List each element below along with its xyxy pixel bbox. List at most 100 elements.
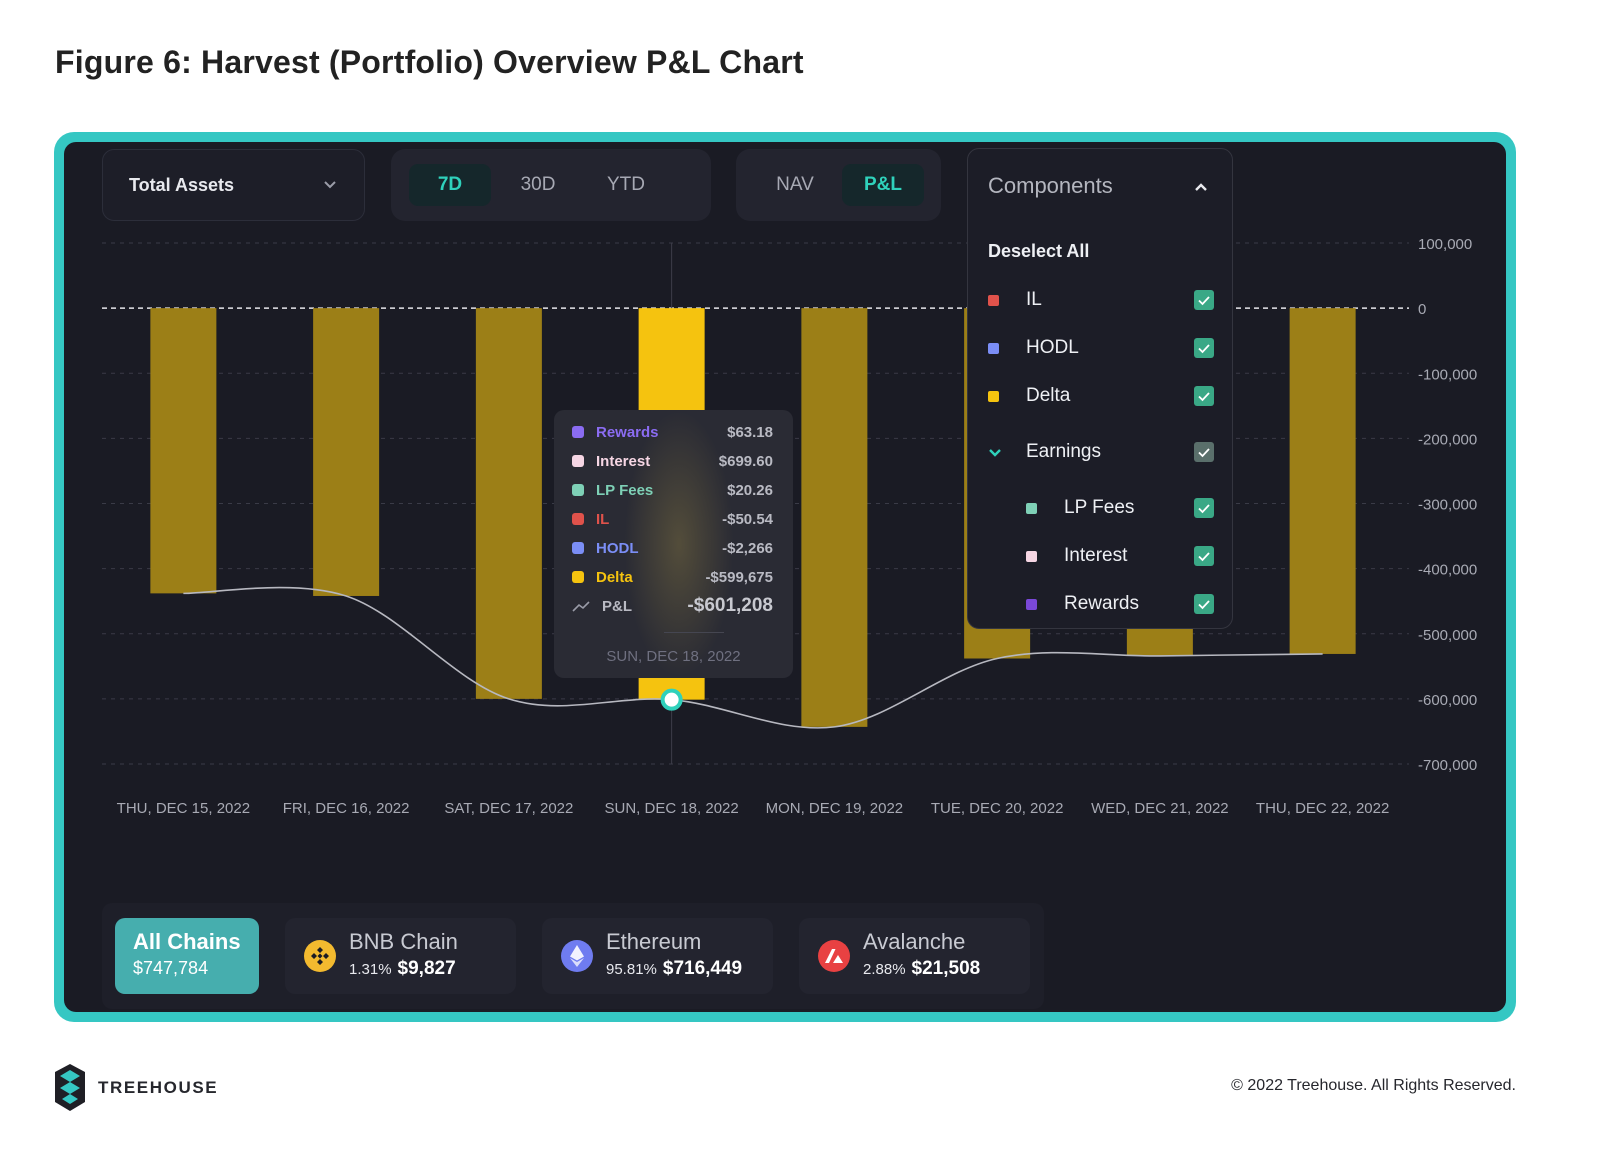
component-item-earnings: Earnings [988,437,1214,467]
treehouse-logo: TREEHOUSE [54,1063,218,1113]
tooltip-row-label: IL [596,510,610,528]
chain-bnb[interactable]: BNB Chain 1.31% $9,827 [285,918,516,994]
component-item-delta: Delta [988,381,1214,411]
range-option-30d[interactable]: 30D [520,174,556,195]
y-tick-label: -100,000 [1418,366,1477,383]
tooltip-row-value: -$2,266 [722,539,773,557]
copyright: © 2022 Treehouse. All Rights Reserved. [1231,1077,1516,1094]
lp-fees-checkbox[interactable] [1194,498,1214,518]
chain-percent: 2.88% [863,961,906,978]
y-tick-label: -700,000 [1418,757,1477,774]
tooltip-row-il: IL -$50.54 [572,507,773,531]
x-tick-label: THU, DEC 22, 2022 [1256,800,1389,817]
y-tick-label: 0 [1418,301,1426,318]
chain-value: $21,508 [911,958,981,979]
mode-selector: NAV P&L [736,149,941,221]
component-label: HODL [1026,337,1079,358]
chain-value: $747,784 [133,958,209,978]
rewards-swatch [572,426,584,438]
delta-swatch [572,571,584,583]
component-item-interest: Interest [1026,541,1214,571]
avalanche-icon [818,940,850,972]
component-label: Interest [1064,545,1128,566]
chevron-down-icon [322,177,338,193]
rewards-checkbox[interactable] [1194,594,1214,614]
chain-ethereum[interactable]: Ethereum 95.81% $716,449 [542,918,773,994]
range-option-ytd[interactable]: YTD [607,174,645,195]
tooltip-row-hodl: HODL -$2,266 [572,536,773,560]
tooltip-date: SUN, DEC 18, 2022 [606,648,741,665]
chain-all-chains[interactable]: All Chains $747,784 [115,918,259,994]
bnb-icon [304,940,336,972]
bar-3 [475,308,542,699]
tooltip-row-label: HODL [596,539,639,557]
hodl-swatch [572,542,584,554]
range-option-7d[interactable]: 7D [409,164,491,206]
earnings-checkbox[interactable] [1194,442,1214,462]
interest-checkbox[interactable] [1194,546,1214,566]
y-tick-label: -400,000 [1418,562,1477,579]
chain-name: All Chains [133,929,241,954]
highlight-point [660,688,683,711]
tooltip-row-label: Rewards [596,423,659,441]
y-tick-label: -200,000 [1418,431,1477,448]
component-label: LP Fees [1064,497,1135,518]
pnl-line [183,586,1323,729]
x-tick-label: TUE, DEC 20, 2022 [931,800,1064,817]
x-tick-label: SAT, DEC 17, 2022 [444,800,573,817]
bar-2 [313,308,380,596]
tooltip-row-interest: Interest $699.60 [572,449,773,473]
component-item-lp-fees: LP Fees [1026,493,1214,523]
component-item-rewards: Rewards [1026,589,1214,619]
brand-name: TREEHOUSE [98,1078,219,1097]
asset-dropdown-label: Total Assets [129,174,235,195]
y-tick-label: -500,000 [1418,627,1477,644]
chart-frame: 100,000 0 -100,000 -200,000 -300,000 -400,000… [54,132,1516,1022]
treehouse-logo-icon [55,1064,85,1111]
trend-line-icon [572,600,592,612]
chevron-down-icon[interactable] [988,447,1004,457]
asset-dropdown[interactable]: Total Assets [102,149,365,221]
tooltip-row-value: $699.60 [718,452,773,470]
y-tick-label: -600,000 [1418,692,1477,709]
chain-avalanche[interactable]: Avalanche 2.88% $21,508 [799,918,1030,994]
x-tick-label: MON, DEC 19, 2022 [766,800,904,817]
hodl-checkbox[interactable] [1194,338,1214,358]
component-label: Earnings [1026,441,1101,462]
chain-percent: 95.81% [606,961,657,978]
tooltip-row-pl: P&L -$601,208 [572,594,773,618]
lp-fees-swatch [1026,502,1037,514]
chevron-up-icon[interactable] [1194,179,1210,195]
bar-1 [150,308,217,594]
bar-5 [801,308,868,727]
delta-checkbox[interactable] [1194,386,1214,406]
tooltip-row-label: Delta [596,568,633,586]
chart-panel: 100,000 0 -100,000 -200,000 -300,000 -400,000… [64,142,1506,1012]
mode-option-pl[interactable]: P&L [842,164,924,206]
il-swatch [988,294,999,306]
lp-fees-swatch [572,484,584,496]
tooltip-row-label: Interest [596,452,651,470]
tooltip-row-lp-fees: LP Fees $20.26 [572,478,773,502]
range-selector: 7D 30D YTD [391,149,711,221]
interest-swatch [572,455,584,467]
chain-percent: 1.31% [349,961,392,978]
chain-value: $716,449 [662,958,743,979]
tooltip-row-rewards: Rewards $63.18 [572,420,773,444]
chain-name: Avalanche [863,929,966,954]
deselect-all-button[interactable]: Deselect All [988,241,1090,261]
x-tick-label: SUN, DEC 18, 2022 [605,800,739,817]
tooltip-row-delta: Delta -$599,675 [572,565,773,589]
il-checkbox[interactable] [1194,290,1214,310]
x-tick-label: THU, DEC 15, 2022 [117,800,250,817]
chain-name: Ethereum [606,929,702,954]
rewards-swatch [1026,598,1037,610]
components-title: Components [988,173,1113,198]
tooltip-pl-label: P&L [602,597,632,615]
component-item-hodl: HODL [988,333,1214,363]
mode-option-nav[interactable]: NAV [776,174,814,195]
figure-title: Figure 6: Harvest (Portfolio) Overview P… [55,44,804,80]
y-tick-label: -300,000 [1418,497,1477,514]
il-swatch [572,513,584,525]
ethereum-icon [561,940,593,972]
